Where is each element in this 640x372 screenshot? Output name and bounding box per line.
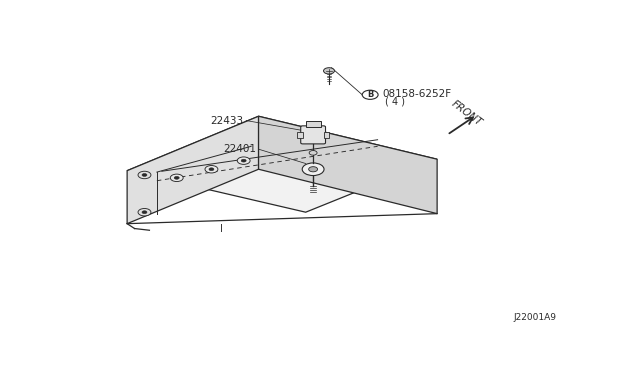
Circle shape — [309, 151, 317, 155]
Text: J22001A9: J22001A9 — [513, 314, 556, 323]
Circle shape — [302, 163, 324, 176]
Bar — [297, 132, 303, 138]
Text: I: I — [220, 224, 223, 234]
Circle shape — [142, 173, 147, 176]
Circle shape — [209, 168, 214, 171]
Circle shape — [241, 159, 246, 162]
Circle shape — [237, 157, 250, 164]
Bar — [306, 121, 321, 127]
Polygon shape — [127, 116, 437, 212]
Circle shape — [142, 211, 147, 214]
Polygon shape — [127, 116, 259, 224]
Circle shape — [170, 174, 183, 182]
Circle shape — [324, 68, 335, 74]
Text: 22433: 22433 — [211, 116, 244, 125]
Bar — [324, 132, 330, 138]
Text: 22401: 22401 — [223, 144, 256, 154]
FancyBboxPatch shape — [301, 126, 326, 144]
Polygon shape — [259, 116, 437, 214]
Circle shape — [308, 167, 317, 172]
Circle shape — [138, 208, 151, 216]
Text: 08158-6252F: 08158-6252F — [383, 90, 452, 99]
Circle shape — [138, 171, 151, 179]
Circle shape — [174, 176, 179, 179]
Text: B: B — [367, 90, 373, 99]
Circle shape — [310, 169, 316, 172]
Text: FRONT: FRONT — [449, 98, 484, 128]
Circle shape — [362, 90, 378, 99]
Circle shape — [307, 167, 319, 174]
Text: ( 4 ): ( 4 ) — [385, 97, 405, 107]
Circle shape — [205, 166, 218, 173]
